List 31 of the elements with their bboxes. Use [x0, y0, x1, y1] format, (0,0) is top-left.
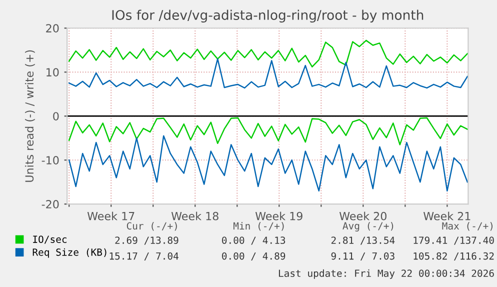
- line-series: [68, 40, 468, 68]
- y-axis-title: Units read (-) / write (+): [25, 50, 35, 182]
- text: 2.69 /13.89: [115, 236, 178, 245]
- x-tick-label: Week 20: [339, 212, 386, 220]
- text: 2.81 /13.54: [331, 236, 395, 245]
- text: 0.00 / 4.13: [222, 236, 286, 245]
- text: Cur (-/+): [126, 222, 177, 231]
- x-tick-label: Week 18: [171, 212, 218, 220]
- y-tick-label: -10: [42, 156, 59, 164]
- line-series: [68, 117, 468, 146]
- x-tick-label: Week 19: [255, 212, 302, 220]
- text: 0.00 / 4.89: [222, 252, 286, 260]
- y-tick-label: 20: [46, 24, 59, 33]
- line-series: [68, 135, 468, 192]
- y-tick-label: -20: [42, 200, 59, 208]
- text: Min (-/+): [234, 222, 284, 231]
- text: 9.11 / 7.03: [331, 252, 394, 260]
- x-tick-label: Week 21: [423, 212, 470, 220]
- x-tick-label: Week 17: [87, 212, 134, 220]
- legend-label: Req Size (KB): [32, 248, 106, 258]
- y-tick-label: 0: [53, 112, 59, 120]
- text: Max (-/+): [442, 222, 492, 231]
- line-series: [68, 58, 468, 89]
- text: 105.82 /116.32: [414, 252, 494, 260]
- text: Last update: Fri May 22 00:00:34 2026: [278, 269, 494, 279]
- legend-label: IO/sec: [33, 236, 66, 244]
- text: 179.41 /137.40: [414, 236, 494, 245]
- y-tick-label: 10: [46, 68, 59, 76]
- text: 15.17 / 7.04: [110, 252, 178, 260]
- chart-title: IOs for /dev/vg-adista-nlog-ring/root - by month: [112, 10, 424, 23]
- text: Avg (-/+): [342, 222, 394, 232]
